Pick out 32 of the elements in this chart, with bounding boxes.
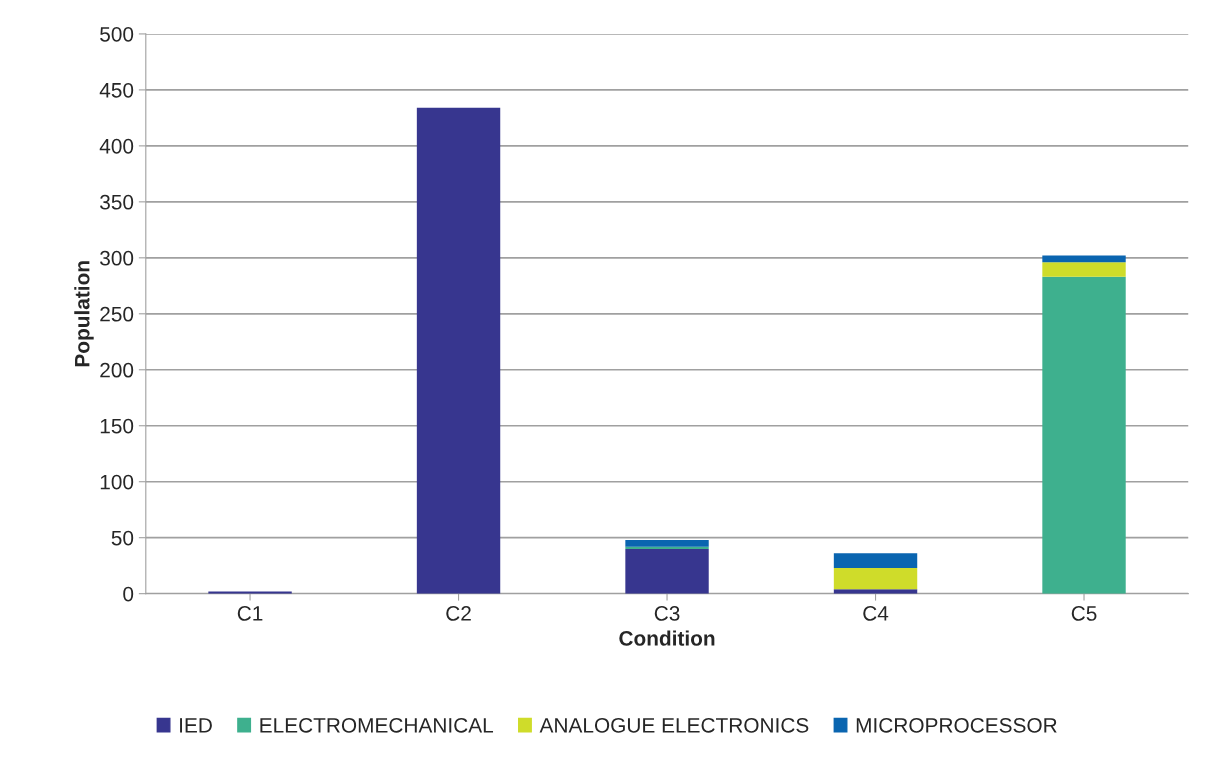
legend-label: IED — [180, 718, 212, 733]
x-tick-label: C3 — [654, 606, 680, 621]
bar — [208, 591, 292, 594]
y-tick-label: 0 — [123, 586, 134, 602]
x-axis-title: Condition — [619, 630, 715, 646]
bar — [1042, 262, 1126, 277]
bar — [416, 107, 501, 594]
bar — [1042, 276, 1126, 594]
bar — [625, 546, 709, 549]
y-tick-label: 100 — [100, 474, 134, 490]
bar — [833, 553, 918, 568]
legend-label: ANALOGUE ELECTRONICS — [539, 717, 809, 733]
y-tick-label: 200 — [100, 362, 134, 378]
y-tick-label: 350 — [100, 194, 134, 210]
bar — [625, 548, 709, 594]
y-tick-label: 450 — [99, 82, 134, 98]
bar — [1042, 255, 1126, 263]
y-tick-label: 500 — [100, 26, 134, 42]
bar — [625, 539, 709, 547]
y-axis-title: Population — [74, 261, 94, 367]
legend-label: MICROPROCESSOR — [856, 717, 1057, 733]
y-tick-label: 150 — [100, 418, 134, 434]
y-tick-label: 300 — [100, 250, 134, 266]
x-tick-label: C5 — [1071, 606, 1097, 621]
legend-label: ELECTROMECHANICAL — [260, 717, 494, 733]
bar — [833, 567, 918, 590]
y-tick-label: 400 — [99, 138, 134, 154]
x-tick-label: C2 — [446, 606, 471, 621]
y-tick-label: 50 — [111, 530, 134, 546]
y-tick-label: 250 — [100, 306, 134, 322]
x-tick-label: C4 — [863, 606, 889, 621]
x-tick-label: C1 — [237, 606, 263, 621]
